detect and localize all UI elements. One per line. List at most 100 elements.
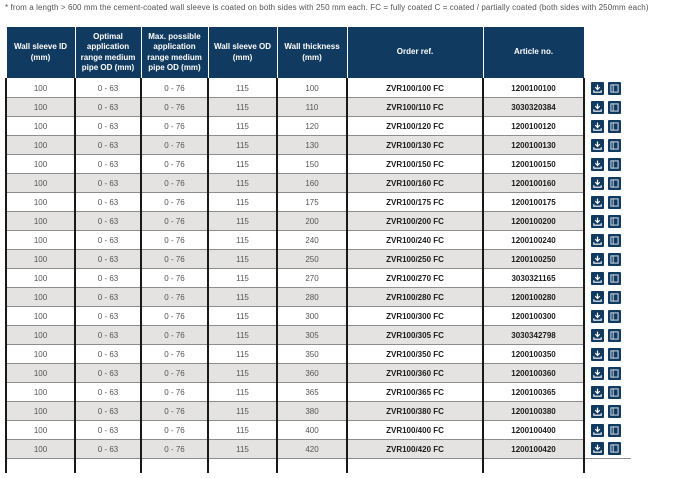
cell-wall-sleeve-od: 115 xyxy=(207,420,278,440)
cell-order-ref: ZVR100/160 FC xyxy=(346,173,484,193)
download-button[interactable] xyxy=(591,271,604,285)
row-actions xyxy=(584,116,631,136)
datasheet-button[interactable] xyxy=(608,233,621,247)
download-button[interactable] xyxy=(591,347,604,361)
table-row: 100 0 - 63 0 - 76 115 365 ZVR100/365 FC 120010… xyxy=(5,382,631,402)
datasheet-icon xyxy=(610,197,619,207)
download-button[interactable] xyxy=(591,176,604,190)
cell-article-no: 1200100365 xyxy=(482,382,585,402)
cell-wall-sleeve-id: 100 xyxy=(5,249,76,269)
datasheet-button[interactable] xyxy=(608,347,621,361)
download-button[interactable] xyxy=(591,423,604,437)
datasheet-icon xyxy=(610,216,619,226)
datasheet-button[interactable] xyxy=(608,138,621,152)
cell-article-no: 1200100400 xyxy=(482,420,585,440)
datasheet-button[interactable] xyxy=(608,290,621,304)
datasheet-button[interactable] xyxy=(608,195,621,209)
footnote: * from a length > 600 mm the cement-coat… xyxy=(5,3,649,12)
download-button[interactable] xyxy=(591,157,604,171)
table-row: 100 0 - 63 0 - 76 115 305 ZVR100/305 FC 303034… xyxy=(5,325,631,345)
table-row: 100 0 - 63 0 - 76 115 110 ZVR100/110 FC 303032… xyxy=(5,97,631,117)
cell-max-range: 0 - 76 xyxy=(140,135,209,155)
datasheet-button[interactable] xyxy=(608,423,621,437)
datasheet-button[interactable] xyxy=(608,328,621,342)
cell-max-range: 0 - 76 xyxy=(140,211,209,231)
cell-wall-sleeve-id: 100 xyxy=(5,363,76,383)
row-actions xyxy=(584,230,631,250)
download-button[interactable] xyxy=(591,119,604,133)
cell-wall-sleeve-od: 115 xyxy=(207,97,278,117)
datasheet-button[interactable] xyxy=(608,366,621,380)
cell-wall-sleeve-id: 100 xyxy=(5,306,76,326)
download-button[interactable] xyxy=(591,138,604,152)
cell-wall-thickness: 350 xyxy=(276,344,348,364)
cell-wall-sleeve-od: 115 xyxy=(207,211,278,231)
cell-optimal-range: 0 - 63 xyxy=(74,325,142,345)
download-icon xyxy=(593,388,602,397)
datasheet-button[interactable] xyxy=(608,119,621,133)
download-button[interactable] xyxy=(591,100,604,114)
datasheet-icon xyxy=(610,273,619,283)
download-button[interactable] xyxy=(591,233,604,247)
download-button[interactable] xyxy=(591,214,604,228)
download-button[interactable] xyxy=(591,442,604,456)
datasheet-button[interactable] xyxy=(608,176,621,190)
datasheet-button[interactable] xyxy=(608,252,621,266)
cell-wall-thickness: 240 xyxy=(276,230,348,250)
download-button[interactable] xyxy=(591,366,604,380)
datasheet-button[interactable] xyxy=(608,385,621,399)
datasheet-button[interactable] xyxy=(608,214,621,228)
table-header: Wall sleeve ID (mm) Optimal application … xyxy=(5,26,631,79)
download-button[interactable] xyxy=(591,328,604,342)
cell-wall-sleeve-od: 115 xyxy=(207,249,278,269)
header-wall-sleeve-id: Wall sleeve ID (mm) xyxy=(5,26,76,79)
row-actions xyxy=(584,458,631,473)
table-body: 100 0 - 63 0 - 76 115 100 ZVR100/100 FC 120010… xyxy=(5,78,631,473)
download-button[interactable] xyxy=(591,309,604,323)
cell-article-no: 3030321165 xyxy=(482,268,585,288)
datasheet-button[interactable] xyxy=(608,81,621,95)
cell-order-ref: ZVR100/250 FC xyxy=(346,249,484,269)
datasheet-button[interactable] xyxy=(608,442,621,456)
datasheet-icon xyxy=(610,83,619,93)
partial-row xyxy=(5,458,631,473)
cell-wall-sleeve-id: 100 xyxy=(5,116,76,136)
cell-article-no: 1200100150 xyxy=(482,154,585,174)
download-button[interactable] xyxy=(591,385,604,399)
row-actions xyxy=(584,97,631,117)
row-actions xyxy=(584,78,631,98)
cell-order-ref: ZVR100/365 FC xyxy=(346,382,484,402)
datasheet-button[interactable] xyxy=(608,100,621,114)
table-row: 100 0 - 63 0 - 76 115 360 ZVR100/360 FC 120010… xyxy=(5,363,631,383)
download-icon xyxy=(593,369,602,378)
download-icon xyxy=(593,274,602,283)
datasheet-button[interactable] xyxy=(608,271,621,285)
cell-order-ref: ZVR100/130 FC xyxy=(346,135,484,155)
row-actions xyxy=(584,363,631,383)
row-actions xyxy=(584,173,631,193)
cell-wall-thickness: 175 xyxy=(276,192,348,212)
cell-article-no: 1200100160 xyxy=(482,173,585,193)
download-button[interactable] xyxy=(591,252,604,266)
cell-wall-thickness: 130 xyxy=(276,135,348,155)
download-button[interactable] xyxy=(591,404,604,418)
datasheet-button[interactable] xyxy=(608,404,621,418)
cell-wall-thickness: 365 xyxy=(276,382,348,402)
cell-wall-thickness: 120 xyxy=(276,116,348,136)
cell-article-no: 1200100100 xyxy=(482,78,585,98)
cell-optimal-range: 0 - 63 xyxy=(74,192,142,212)
cell-order-ref: ZVR100/240 FC xyxy=(346,230,484,250)
cell-optimal-range: 0 - 63 xyxy=(74,154,142,174)
datasheet-icon xyxy=(610,235,619,245)
download-button[interactable] xyxy=(591,81,604,95)
cell-article-no: 1200100200 xyxy=(482,211,585,231)
cell-optimal-range: 0 - 63 xyxy=(74,211,142,231)
download-icon xyxy=(593,160,602,169)
cell-optimal-range: 0 - 63 xyxy=(74,230,142,250)
datasheet-button[interactable] xyxy=(608,157,621,171)
datasheet-button[interactable] xyxy=(608,309,621,323)
cell-max-range: 0 - 76 xyxy=(140,268,209,288)
download-button[interactable] xyxy=(591,290,604,304)
download-button[interactable] xyxy=(591,195,604,209)
